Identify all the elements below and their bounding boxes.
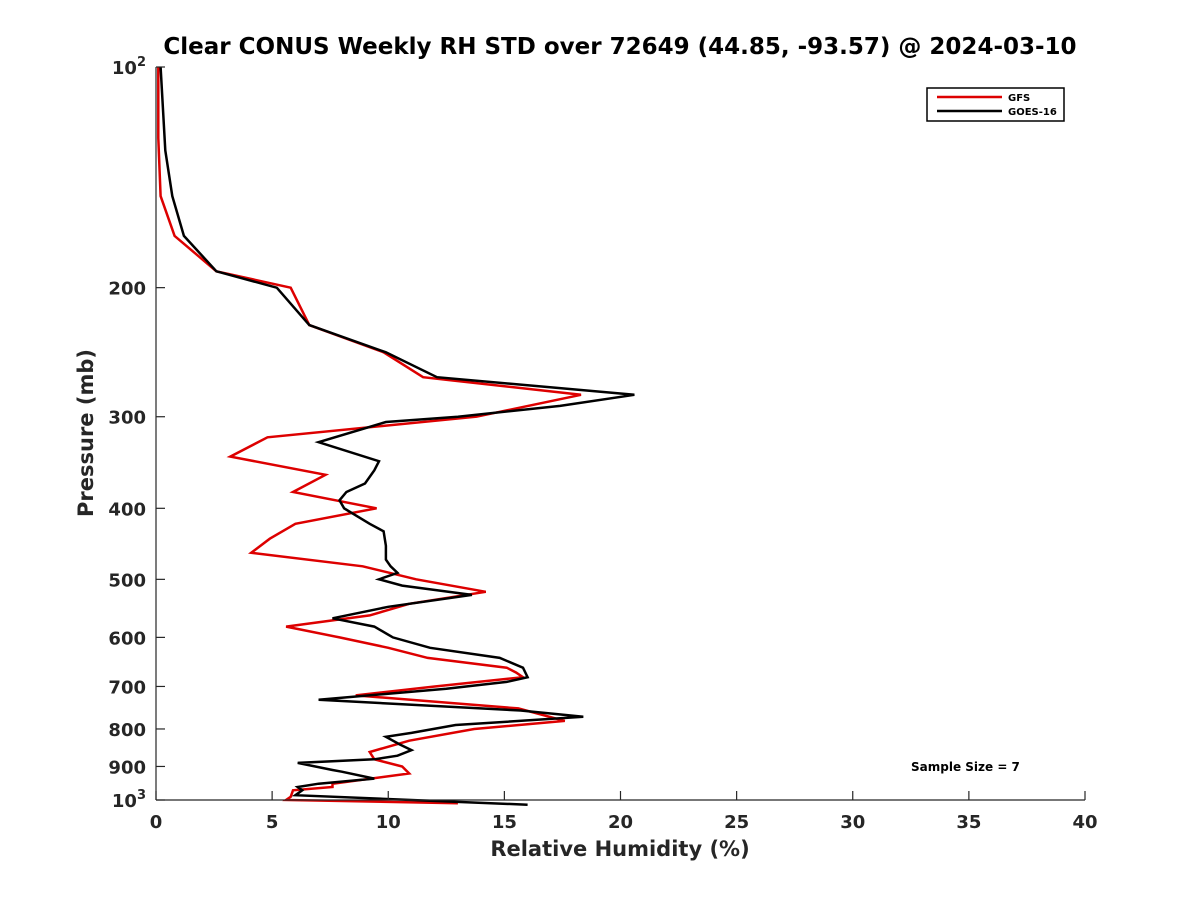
x-tick-label: 5	[266, 812, 279, 833]
y-tick-label: 400	[108, 499, 146, 520]
series-line-gfs	[157, 67, 582, 805]
x-axis-label: Relative Humidity (%)	[490, 837, 749, 861]
plot-area	[155, 66, 1085, 806]
y-tick-label: 103	[112, 788, 146, 812]
y-axis-ticks: 102 200 300 400 500 600 700 800 900 103	[108, 55, 165, 812]
x-axis-ticks: 0 5 10 15 20 25 30 35 40	[150, 791, 1098, 833]
y-tick-label: 300	[108, 408, 146, 429]
series-line-goes16	[159, 66, 635, 806]
legend-box	[926, 87, 1065, 122]
x-tick-label: 15	[492, 812, 517, 833]
y-tick-label: 102	[112, 55, 146, 79]
legend: GFS GOES-16	[926, 87, 1065, 122]
x-tick-label: 40	[1072, 812, 1097, 833]
series-group	[157, 66, 635, 806]
y-tick-label: 900	[108, 757, 146, 778]
y-tick-label: 500	[108, 570, 146, 591]
y-tick-label: 200	[108, 279, 146, 300]
x-tick-label: 20	[608, 812, 633, 833]
y-tick-label: 600	[108, 628, 146, 649]
chart-title: Clear CONUS Weekly RH STD over 72649 (44…	[163, 34, 1076, 60]
x-tick-label: 35	[956, 812, 981, 833]
y-axis-label: Pressure (mb)	[74, 349, 98, 517]
x-tick-label: 10	[376, 812, 401, 833]
legend-label-gfs: GFS	[1008, 93, 1030, 104]
y-tick-label: 700	[108, 677, 146, 698]
x-tick-label: 25	[724, 812, 749, 833]
legend-label-goes16: GOES-16	[1008, 107, 1057, 118]
x-tick-label: 30	[840, 812, 865, 833]
x-tick-label: 0	[150, 812, 163, 833]
y-tick-label: 800	[108, 720, 146, 741]
sample-size-annotation: Sample Size = 7	[911, 760, 1020, 774]
